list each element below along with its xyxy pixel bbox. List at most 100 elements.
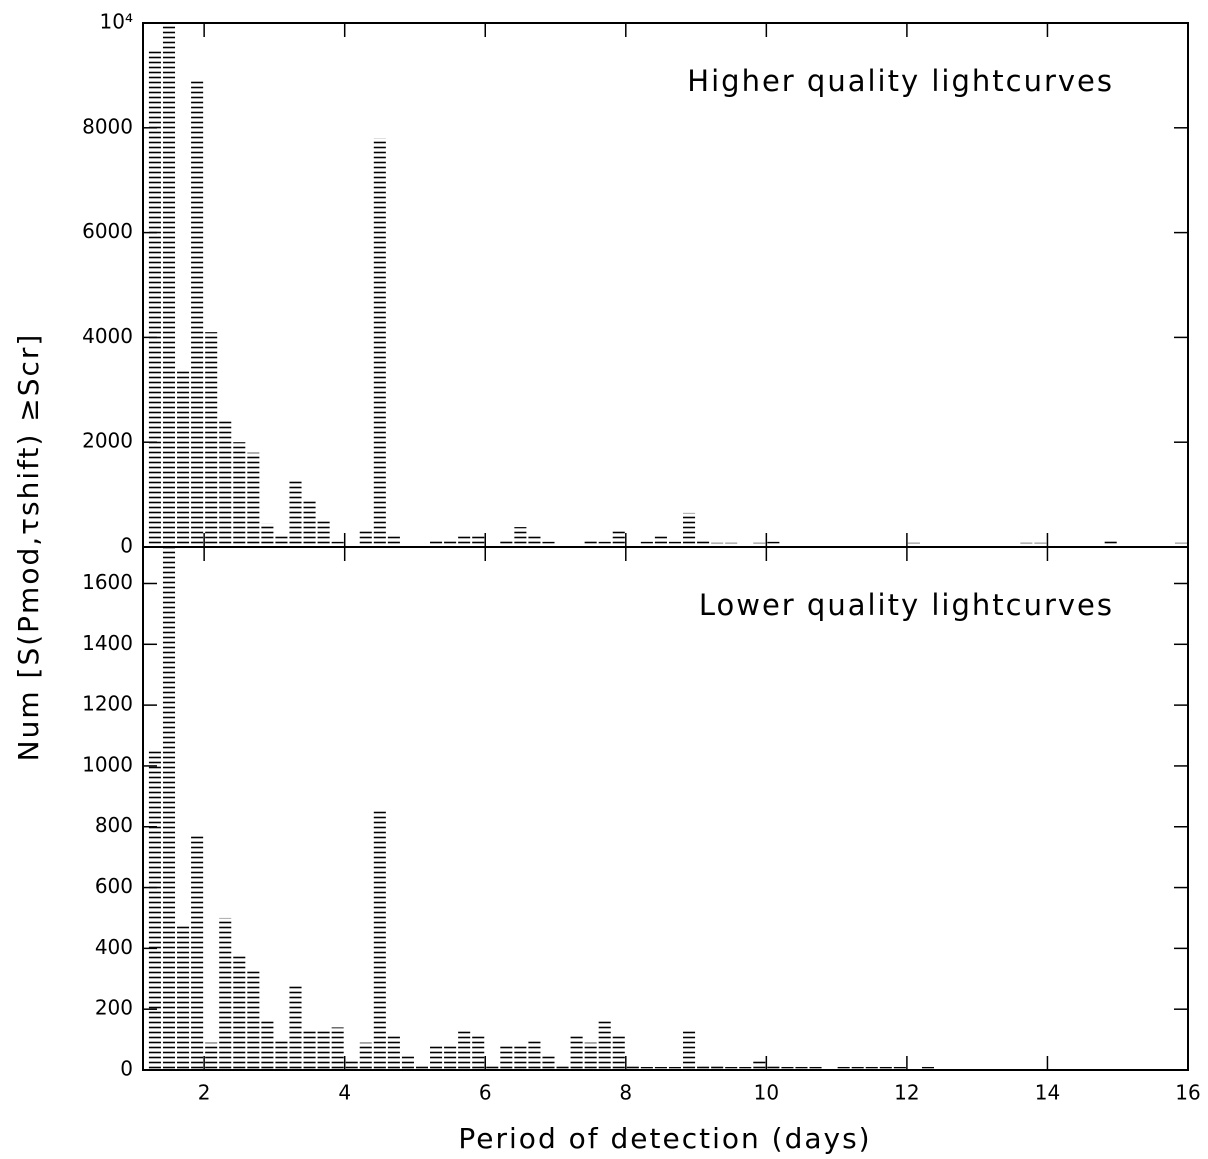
histogram-bar bbox=[219, 421, 232, 547]
histogram-bar bbox=[865, 1066, 878, 1070]
histogram-bar bbox=[148, 49, 161, 547]
histogram-bar bbox=[753, 1060, 766, 1070]
histogram-bar bbox=[598, 541, 611, 547]
x-tick-label: 16 bbox=[1175, 1081, 1200, 1105]
x-tick-label: 2 bbox=[198, 1081, 211, 1105]
histogram-bar bbox=[668, 1066, 682, 1070]
histogram-bar bbox=[458, 533, 471, 547]
histogram-bar bbox=[907, 542, 920, 547]
y-tick-label: 2000 bbox=[82, 429, 133, 453]
histogram-bar bbox=[514, 527, 527, 547]
histogram-bar bbox=[683, 512, 696, 547]
histogram-bar bbox=[387, 1033, 400, 1070]
histogram-bar bbox=[528, 1039, 541, 1070]
histogram-bar bbox=[683, 1030, 696, 1070]
annotation: Higher quality lightcurves bbox=[687, 64, 1114, 98]
histogram-bar bbox=[1090, 544, 1103, 547]
histogram-bar bbox=[823, 543, 836, 547]
histogram-bar bbox=[1020, 542, 1033, 547]
histogram-bar bbox=[275, 1039, 288, 1070]
histogram-bar bbox=[612, 529, 625, 547]
x-axis-label: Period of detection (days) bbox=[458, 1122, 871, 1155]
histogram-bar bbox=[359, 528, 372, 547]
y-tick-label: 8000 bbox=[82, 114, 133, 138]
histogram-bar bbox=[739, 543, 752, 547]
histogram-bar bbox=[373, 811, 386, 1070]
histogram-bar bbox=[725, 1066, 738, 1070]
x-tick-label: 6 bbox=[479, 1081, 492, 1105]
histogram-bar bbox=[233, 442, 246, 547]
histogram-bar bbox=[162, 547, 176, 1070]
histogram-bar bbox=[697, 539, 710, 547]
histogram-bar bbox=[584, 539, 597, 547]
histogram-bar bbox=[570, 544, 583, 547]
y-tick-label: 800 bbox=[95, 813, 133, 837]
histogram-bar bbox=[781, 1066, 794, 1070]
histogram-bar bbox=[809, 1066, 822, 1070]
histogram-bar bbox=[219, 917, 232, 1070]
y-tick-label: 1200 bbox=[82, 692, 133, 716]
histogram-bar bbox=[542, 1054, 555, 1070]
histogram-bar bbox=[415, 1063, 429, 1070]
histogram-bar bbox=[767, 1063, 780, 1070]
histogram-bar bbox=[1174, 542, 1187, 547]
histogram-bar bbox=[331, 541, 344, 547]
histogram-bar bbox=[556, 544, 569, 547]
histogram-bar bbox=[584, 1042, 597, 1070]
histogram-bar bbox=[387, 536, 400, 547]
y-tick-label: 1600 bbox=[82, 570, 133, 594]
histogram-bar bbox=[879, 1066, 892, 1070]
histogram-bar bbox=[458, 1030, 471, 1070]
y-tick-label: 1000 bbox=[82, 752, 133, 776]
histogram-bar bbox=[795, 1066, 808, 1070]
histogram-bar bbox=[205, 332, 218, 547]
histogram-bar bbox=[893, 544, 906, 547]
histogram-bar bbox=[317, 520, 330, 547]
histogram-bar bbox=[500, 539, 513, 547]
histogram-bar bbox=[303, 1030, 316, 1070]
histogram-bar bbox=[654, 1066, 667, 1070]
histogram-bar bbox=[556, 1063, 569, 1070]
histogram-bar bbox=[472, 536, 485, 547]
histogram-bar bbox=[1104, 540, 1117, 547]
histogram-bar bbox=[851, 1066, 864, 1070]
histogram-bar bbox=[725, 542, 738, 547]
histogram-bar bbox=[289, 478, 302, 547]
histogram-bar bbox=[992, 544, 1005, 547]
histogram-bar bbox=[359, 1042, 372, 1070]
histogram-bar bbox=[177, 924, 190, 1070]
histogram-bar bbox=[373, 138, 386, 547]
histogram-bar bbox=[570, 1033, 583, 1070]
histogram-bar bbox=[514, 1045, 527, 1070]
x-tick-label: 10 bbox=[754, 1081, 779, 1105]
histogram-bar bbox=[247, 452, 260, 547]
histogram-bar bbox=[781, 544, 794, 547]
histogram-bar bbox=[640, 1066, 653, 1070]
histogram-bar bbox=[1118, 544, 1131, 547]
x-tick-label: 4 bbox=[338, 1081, 351, 1105]
x-tick-label: 12 bbox=[894, 1081, 919, 1105]
histogram-bar bbox=[162, 23, 176, 547]
y-axis-label: Num [S(Pmod,τshift) ≥Scr] bbox=[12, 333, 45, 762]
histogram-bar bbox=[303, 499, 316, 547]
histogram-bar bbox=[233, 954, 246, 1070]
y-tick-label: 0 bbox=[120, 534, 133, 558]
histogram-bar bbox=[191, 835, 204, 1070]
histogram-bar bbox=[289, 984, 302, 1070]
histogram-bar bbox=[261, 523, 274, 547]
y-tick-label: 10⁴ bbox=[100, 10, 133, 34]
histogram-bar bbox=[612, 1033, 625, 1070]
histogram-bar bbox=[964, 544, 977, 547]
histogram-bar bbox=[668, 541, 682, 547]
histogram-bar bbox=[921, 1066, 935, 1070]
histogram-bar bbox=[331, 1027, 344, 1070]
y-tick-label: 4000 bbox=[82, 324, 133, 348]
plot-frame bbox=[142, 546, 1189, 1071]
histogram-bar bbox=[444, 1045, 457, 1070]
histogram-bar bbox=[430, 1045, 443, 1070]
histogram-bar bbox=[739, 1066, 752, 1070]
histogram-bar bbox=[950, 544, 963, 547]
histogram-bar bbox=[1034, 542, 1047, 547]
histogram-bar bbox=[444, 539, 457, 547]
